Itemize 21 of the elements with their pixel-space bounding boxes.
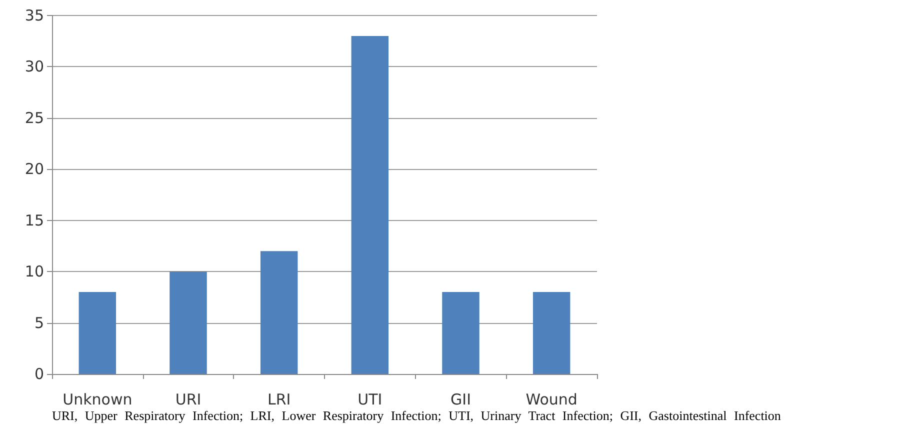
text: URI, Upper Respiratory Infection; LRI, Lower Respiratory Infection; UTI, Urinary Tract Infection; GII, Gastointestinal Infection	[52, 408, 781, 424]
y-tick-label: 20	[24, 160, 44, 178]
x-tick-label: UTI	[358, 390, 382, 408]
x-tick-label: Wound	[526, 390, 578, 408]
x-tick-label: Unknown	[62, 390, 132, 408]
y-tick-label: 15	[24, 211, 44, 230]
bar	[260, 251, 298, 374]
x-tick-label: GII	[450, 390, 471, 408]
y-tick-label: 0	[34, 365, 44, 383]
y-tick-label: 30	[24, 58, 44, 76]
bar	[78, 292, 116, 374]
x-tick-label: URI	[175, 390, 202, 408]
bar	[532, 292, 570, 374]
y-tick-label: 35	[24, 6, 44, 24]
bar	[170, 272, 207, 374]
y-tick-label: 5	[34, 314, 44, 332]
y-tick-label: 25	[24, 108, 44, 127]
x-tick-label: LRI	[267, 390, 291, 408]
bar	[442, 292, 480, 374]
bar	[351, 36, 389, 374]
y-tick-label: 10	[24, 262, 44, 281]
